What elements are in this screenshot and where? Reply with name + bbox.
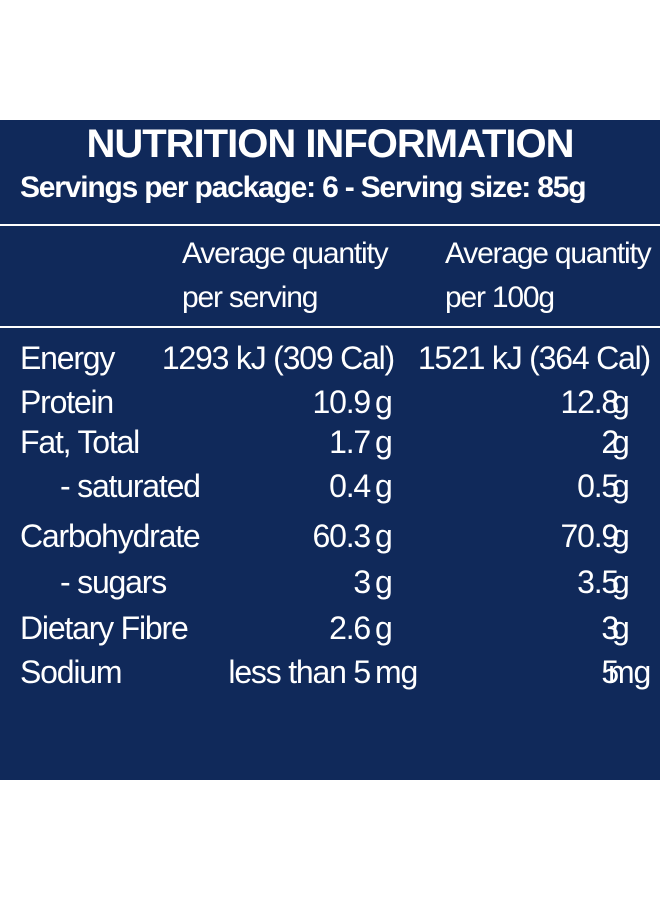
per-serving-value: 1.7	[329, 424, 371, 460]
servings-line: Servings per package: 6 - Serving size: …	[20, 171, 587, 204]
header-per-100g-line2: per 100g	[445, 281, 555, 314]
per-100g-unit: g	[612, 564, 630, 600]
row-sugars: - sugars 3 g 3.5 g	[0, 560, 660, 604]
per-100g-value: 70.9	[560, 518, 620, 554]
row-fat-total: Fat, Total 1.7 g 2 g	[0, 420, 660, 464]
per-serving-unit: g	[375, 468, 393, 504]
nutrient-name: Sodium	[20, 654, 123, 690]
per-serving-value: 3	[353, 564, 371, 600]
per-serving-value: 60.3	[312, 518, 372, 554]
per-serving-value: 10.9	[312, 384, 372, 420]
per-100g-unit: mg	[608, 654, 651, 690]
per-serving-unit: g	[375, 424, 393, 460]
nutrient-name: Protein	[20, 384, 114, 420]
per-100g-unit: g	[612, 384, 630, 420]
divider-top	[0, 224, 660, 226]
per-100g-value: 3	[601, 610, 619, 646]
per-100g-value: 2	[601, 424, 619, 460]
per-100g-unit: g	[612, 424, 630, 460]
per-serving-value: less than 5	[228, 654, 371, 690]
row-protein: Protein 10.9 g 12.8 g	[0, 380, 660, 424]
per-serving-unit: g	[375, 564, 393, 600]
row-dietary-fibre: Dietary Fibre 2.6 g 3 g	[0, 606, 660, 650]
divider-header	[0, 326, 660, 328]
per-serving-value: 1293 kJ (309 Cal)	[161, 340, 395, 376]
header-per-serving-line2: per serving	[182, 281, 318, 314]
per-serving-unit: mg	[375, 654, 418, 690]
row-saturated: - saturated 0.4 g 0.5 g	[0, 464, 660, 508]
per-serving-value: 0.4	[329, 468, 371, 504]
per-serving-unit: g	[375, 384, 393, 420]
per-serving-unit: g	[375, 610, 393, 646]
per-100g-value: 12.8	[560, 384, 620, 420]
nutrient-name: - sugars	[60, 564, 167, 600]
per-100g-value: 1521 kJ (364 Cal)	[417, 340, 651, 376]
per-100g-unit: g	[612, 610, 630, 646]
nutrient-name: - saturated	[60, 468, 201, 504]
header-per-100g-line1: Average quantity	[445, 237, 652, 270]
per-100g-unit: g	[612, 518, 630, 554]
per-100g-value: 0.5	[577, 468, 619, 504]
nutrient-name: Carbohydrate	[20, 518, 201, 554]
nutrition-panel: NUTRITION INFORMATION Servings per packa…	[0, 120, 660, 780]
per-serving-unit: g	[375, 518, 393, 554]
panel-title: NUTRITION INFORMATION	[86, 122, 574, 166]
nutrient-name: Fat, Total	[20, 424, 140, 460]
row-energy: Energy 1293 kJ (309 Cal) 1521 kJ (364 Ca…	[0, 336, 660, 380]
per-100g-unit: g	[612, 468, 630, 504]
header-per-serving-line1: Average quantity	[182, 237, 389, 270]
per-serving-value: 2.6	[329, 610, 371, 646]
per-100g-value: 5	[601, 654, 619, 690]
row-carbohydrate: Carbohydrate 60.3 g 70.9 g	[0, 514, 660, 558]
nutrient-name: Energy	[20, 340, 115, 376]
row-sodium: Sodium less than 5 mg 5 mg	[0, 650, 660, 694]
nutrient-name: Dietary Fibre	[20, 610, 189, 646]
per-100g-value: 3.5	[577, 564, 619, 600]
